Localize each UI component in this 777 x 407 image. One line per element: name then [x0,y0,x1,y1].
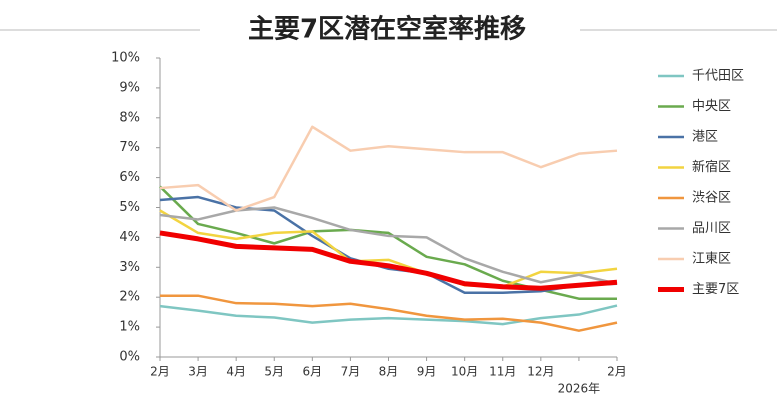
legend-label: 新宿区 [692,159,731,175]
y-tick-label: 8% [119,110,140,125]
y-tick-label: 1% [119,320,140,335]
legend-label: 渋谷区 [692,191,731,206]
x-tick-label: 3月 [188,365,208,379]
y-tick-label: 5% [119,200,140,215]
x-tick-label: 2月 [607,365,627,379]
x-tick-label: 10月 [451,365,478,379]
x-tick-label: 9月 [417,365,437,379]
x-tick-label: 11月 [489,365,516,379]
legend-label: 品川区 [692,221,731,236]
x-tick-label: 6月 [303,365,323,379]
y-tick-label: 10% [111,51,140,66]
series-line [159,195,618,294]
legend-label: 千代田区 [692,69,744,84]
series-line [160,294,618,332]
x-tick-label: 5月 [264,365,284,379]
series-line [159,230,618,291]
x-tick-label: 8月 [379,365,399,379]
x-tick-label: 4月 [226,365,246,379]
legend-label: 江東区 [692,251,731,267]
y-tick-label: 0% [119,350,140,365]
legend-label: 主要7区 [692,282,739,297]
series-line [159,125,618,212]
y-tick-label: 7% [119,140,140,155]
series-line [159,209,618,288]
y-tick-label: 2% [119,290,140,305]
y-tick-label: 9% [119,80,140,95]
x-tick-label: 7月 [341,365,361,379]
x-tick-label: 2月 [150,365,170,379]
y-tick-label: 6% [119,170,140,185]
x-annotation: 2026年 [558,382,601,396]
legend-label: 港区 [692,130,718,145]
y-tick-label: 3% [119,260,140,275]
x-tick-label: 12月 [527,365,554,379]
y-tick-label: 4% [119,230,140,245]
series-line [159,304,618,326]
legend-label: 中央区 [692,99,731,114]
chart-title: 主要7区潜在空室率推移 [248,14,526,45]
